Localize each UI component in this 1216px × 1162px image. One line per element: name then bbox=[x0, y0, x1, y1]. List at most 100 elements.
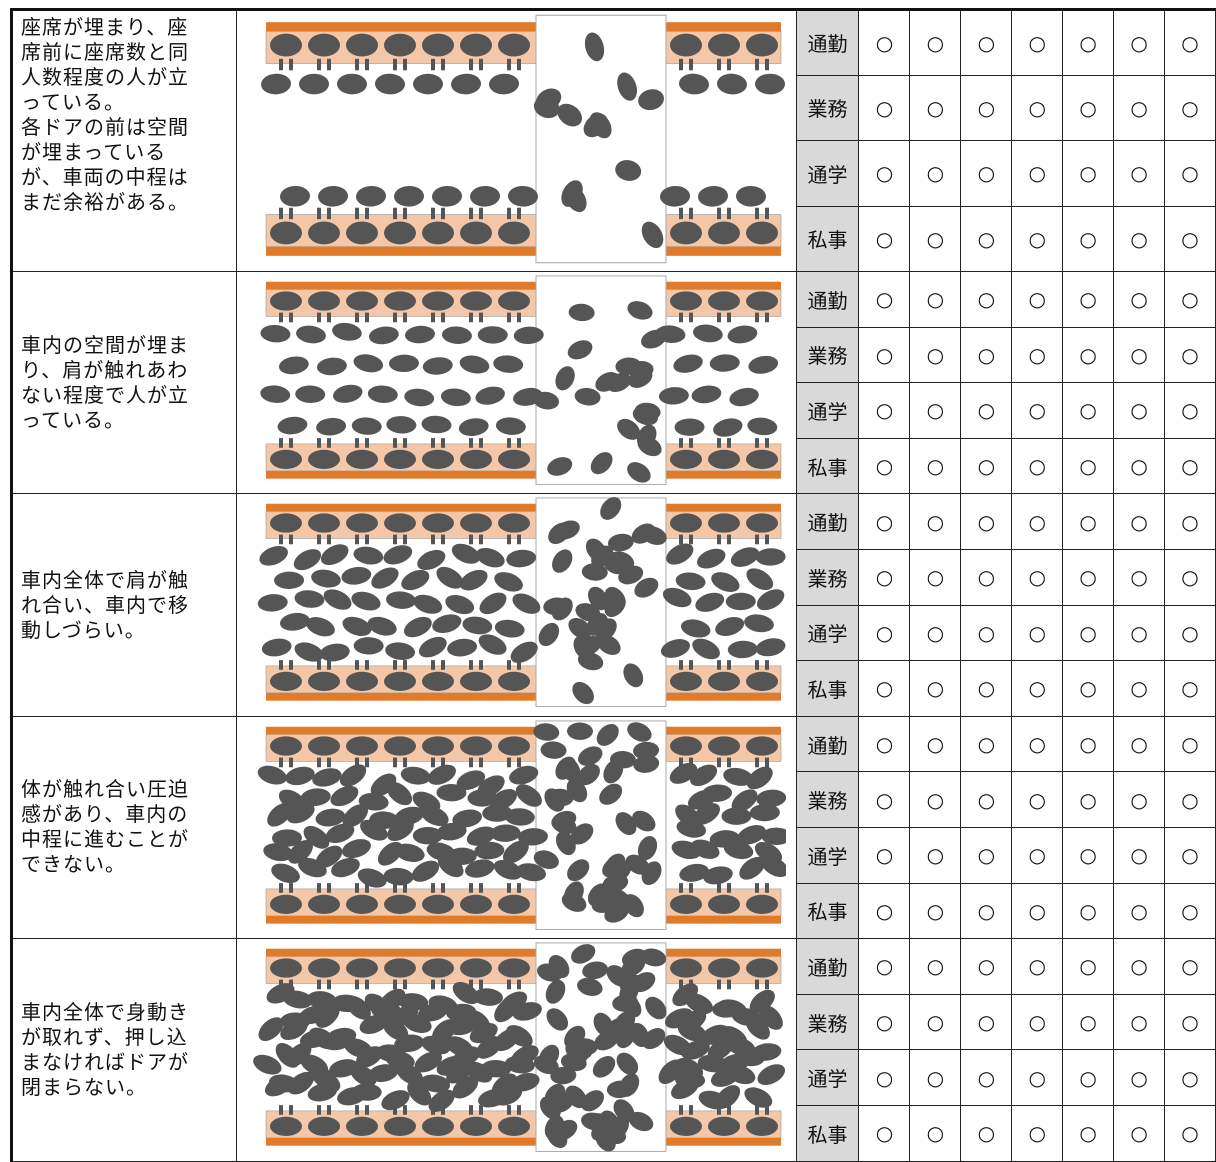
leg bbox=[717, 438, 722, 448]
leg bbox=[727, 207, 732, 219]
choice-mark: ○ bbox=[1062, 938, 1115, 995]
standing-person bbox=[515, 784, 542, 807]
leg bbox=[289, 207, 294, 219]
standing-person bbox=[697, 1054, 728, 1073]
standing-person bbox=[411, 860, 440, 882]
leg bbox=[717, 312, 722, 323]
wall bbox=[266, 281, 537, 290]
purpose-label: 業務 bbox=[795, 326, 860, 384]
leg bbox=[393, 1105, 398, 1115]
leg bbox=[765, 1105, 770, 1115]
standing-person bbox=[367, 385, 398, 403]
standing-person bbox=[761, 827, 792, 845]
standing-person bbox=[261, 73, 292, 94]
standing-person bbox=[661, 639, 691, 659]
standing-person bbox=[583, 113, 608, 137]
choice-mark: ○ bbox=[1113, 271, 1166, 328]
leg bbox=[517, 660, 522, 671]
standing-person bbox=[351, 1083, 382, 1101]
standing-person bbox=[623, 893, 645, 917]
standing-person bbox=[610, 750, 637, 769]
seated-person bbox=[384, 736, 417, 756]
leg bbox=[393, 979, 398, 990]
standing-person bbox=[617, 418, 641, 440]
leg bbox=[431, 882, 436, 893]
choice-mark: ○ bbox=[1011, 715, 1064, 773]
purpose-label: 通学 bbox=[795, 826, 860, 884]
leg bbox=[689, 534, 694, 545]
choice-mark: ○ bbox=[1062, 74, 1115, 141]
choice-mark: ○ bbox=[1164, 205, 1216, 272]
standing-person bbox=[755, 548, 786, 566]
wall bbox=[266, 726, 537, 735]
leg bbox=[317, 58, 322, 70]
description-line: 人数程度の人が立 bbox=[21, 65, 189, 89]
crowding-illustration bbox=[257, 720, 792, 930]
standing-person bbox=[360, 819, 388, 841]
leg bbox=[327, 207, 332, 219]
standing-person bbox=[552, 549, 573, 574]
standing-person bbox=[756, 589, 785, 611]
standing-person bbox=[351, 417, 382, 435]
leg bbox=[689, 757, 694, 768]
standing-person bbox=[551, 815, 577, 834]
leg bbox=[431, 534, 436, 545]
seated-person bbox=[498, 1116, 531, 1137]
leg bbox=[355, 979, 360, 990]
description-line: っている。 bbox=[21, 90, 125, 114]
standing-person bbox=[341, 567, 372, 586]
leg bbox=[727, 882, 732, 893]
purpose-label: 業務 bbox=[795, 771, 860, 828]
choice-mark: ○ bbox=[858, 74, 911, 141]
leg bbox=[755, 660, 760, 671]
choice-mark: ○ bbox=[1062, 326, 1115, 384]
leg bbox=[517, 757, 522, 768]
leg bbox=[765, 660, 770, 671]
choice-mark: ○ bbox=[1011, 382, 1064, 439]
row: 通学 ○ ○ ○ ○ ○ ○ ○ bbox=[12, 382, 1216, 439]
seated-person bbox=[460, 449, 493, 469]
standing-person bbox=[510, 641, 538, 664]
standing-person bbox=[412, 826, 443, 845]
wall bbox=[266, 504, 537, 512]
standing-person bbox=[575, 603, 601, 622]
leg bbox=[717, 757, 722, 768]
standing-person bbox=[591, 545, 614, 568]
leg bbox=[689, 207, 694, 219]
purpose-label: 通勤 bbox=[795, 9, 860, 76]
choice-mark: ○ bbox=[1164, 382, 1216, 439]
standing-person bbox=[564, 1025, 586, 1049]
choice-mark: ○ bbox=[909, 715, 962, 773]
seated-person bbox=[384, 291, 417, 311]
standing-person bbox=[693, 324, 723, 343]
standing-person bbox=[312, 767, 342, 787]
standing-person bbox=[465, 859, 495, 878]
choice-mark: ○ bbox=[960, 382, 1013, 439]
leg bbox=[403, 438, 408, 448]
leg bbox=[507, 438, 512, 448]
standing-person bbox=[321, 544, 349, 566]
seated-person bbox=[708, 449, 741, 469]
choice-mark: ○ bbox=[960, 9, 1013, 76]
row: 車内の空間が埋ま り、肩が触れあわ ない程度で人が立 っている。 通勤 ○ ○ ○ ○ ○ ○ ○ bbox=[11, 270, 1216, 495]
standing-person bbox=[671, 1078, 699, 1100]
leg bbox=[507, 757, 512, 768]
seated-person bbox=[308, 672, 341, 692]
seated-person bbox=[498, 736, 531, 756]
standing-person bbox=[685, 993, 714, 1015]
choice-mark: ○ bbox=[858, 1104, 911, 1162]
leg bbox=[755, 312, 760, 323]
standing-person bbox=[692, 638, 721, 660]
standing-person bbox=[386, 416, 417, 434]
standing-person bbox=[629, 1022, 650, 1048]
choice-mark: ○ bbox=[1011, 493, 1064, 550]
crowding-illustration bbox=[261, 14, 786, 263]
standing-person bbox=[253, 1054, 282, 1075]
standing-person bbox=[727, 325, 758, 344]
standing-person bbox=[506, 550, 537, 568]
description-line: 各ドアの前は空間 bbox=[21, 115, 189, 139]
standing-person bbox=[666, 543, 694, 565]
choice-mark: ○ bbox=[909, 1049, 962, 1106]
standing-person bbox=[617, 72, 638, 101]
standing-person bbox=[320, 1032, 351, 1051]
